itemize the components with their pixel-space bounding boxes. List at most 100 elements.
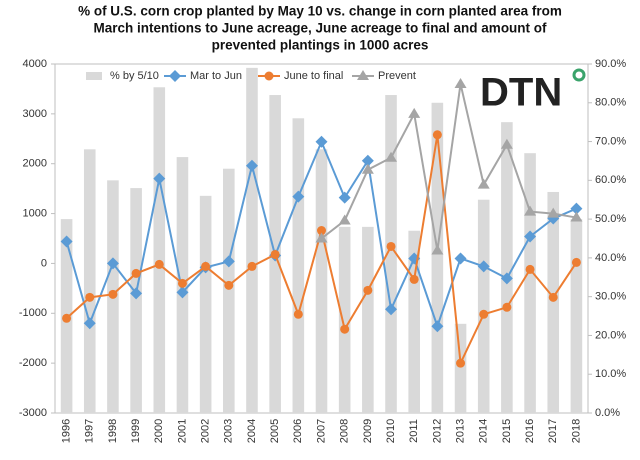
marker	[386, 241, 396, 251]
y2-tick-label: 90.0%	[595, 58, 626, 70]
marker	[340, 324, 350, 334]
bar	[153, 87, 166, 414]
y-tick-label: 4000	[23, 58, 47, 70]
marker	[361, 163, 374, 174]
marker	[131, 268, 141, 278]
y-tick-label: 0	[41, 257, 47, 269]
marker	[548, 292, 558, 302]
marker	[524, 230, 537, 243]
marker	[409, 274, 419, 284]
y-tick-label: 2000	[23, 158, 47, 170]
y-tick-label: -1000	[19, 307, 47, 319]
y-tick-label: -3000	[19, 407, 47, 419]
marker	[454, 77, 467, 88]
marker	[176, 286, 189, 299]
marker	[177, 278, 187, 288]
x-tick-label: 2015	[501, 419, 513, 443]
marker	[571, 257, 581, 267]
y2-tick-label: 40.0%	[595, 252, 626, 264]
x-tick-label: 2003	[223, 419, 235, 443]
legend-marker	[169, 70, 181, 82]
marker	[317, 226, 326, 236]
marker	[500, 138, 513, 149]
x-tick-label: 2005	[269, 419, 281, 443]
marker	[153, 172, 166, 185]
bar	[223, 168, 235, 413]
marker	[431, 244, 444, 255]
marker	[570, 202, 583, 215]
x-tick-label: 2004	[246, 419, 258, 443]
x-tick-label: 2018	[570, 419, 582, 443]
marker	[338, 191, 351, 204]
marker	[154, 259, 164, 269]
bar	[362, 226, 374, 413]
bar	[338, 226, 351, 413]
marker	[108, 289, 118, 299]
legend-label: Mar to Jun	[190, 70, 242, 82]
bar	[454, 323, 467, 413]
x-tick-label: 2016	[524, 419, 536, 443]
logo: DTN	[480, 71, 562, 115]
marker	[500, 272, 513, 285]
legend-marker	[264, 71, 274, 81]
x-tick-label: 2011	[408, 419, 420, 443]
marker	[502, 302, 512, 312]
y-tick-label: 3000	[23, 108, 47, 120]
x-tick-label: 2010	[385, 419, 397, 443]
bar	[385, 95, 397, 414]
marker	[525, 264, 535, 274]
x-tick-label: 2006	[292, 419, 304, 443]
x-tick-label: 2017	[547, 419, 559, 443]
chart-title: % of U.S. corn crop planted by May 10 vs…	[78, 4, 562, 19]
y-tick-label: 1000	[23, 207, 47, 219]
legend-label: % by 5/10	[110, 70, 159, 82]
bar	[524, 153, 536, 413]
bar	[315, 149, 328, 414]
marker	[85, 292, 95, 302]
chart-title: March intentions to June acreage, June a…	[93, 21, 547, 36]
y2-tick-label: 30.0%	[595, 291, 626, 303]
bar	[246, 67, 258, 413]
marker	[247, 261, 257, 271]
logo-ring	[572, 68, 586, 82]
y2-tick-label: 20.0%	[595, 329, 626, 341]
marker	[432, 130, 442, 140]
marker	[315, 232, 328, 243]
chart-title: prevented plantings in 1000 acres	[212, 38, 429, 53]
marker	[547, 207, 560, 218]
legend-label: Prevent	[378, 70, 416, 82]
marker	[201, 261, 211, 271]
marker	[222, 255, 235, 268]
marker	[224, 280, 234, 290]
x-tick-label: 1999	[130, 419, 142, 443]
marker	[385, 151, 398, 162]
marker	[292, 190, 305, 203]
marker	[106, 257, 119, 270]
marker	[293, 309, 303, 319]
bar	[292, 118, 305, 414]
marker	[60, 235, 73, 248]
y2-tick-label: 50.0%	[595, 213, 626, 225]
marker	[408, 107, 421, 118]
marker	[479, 309, 489, 319]
y2-tick-label: 70.0%	[595, 135, 626, 147]
bar	[431, 102, 444, 414]
bar	[477, 199, 490, 413]
marker	[477, 178, 490, 189]
marker	[83, 317, 96, 330]
marker	[385, 303, 398, 316]
marker	[361, 154, 374, 167]
legend-swatch	[86, 72, 102, 80]
marker	[456, 358, 466, 368]
x-tick-label: 2007	[315, 419, 327, 443]
bar	[408, 230, 420, 413]
marker	[477, 260, 490, 273]
marker	[363, 285, 373, 295]
marker	[130, 287, 143, 300]
y2-tick-label: 80.0%	[595, 97, 626, 109]
x-tick-label: 2002	[200, 419, 212, 443]
bar	[199, 195, 212, 413]
y-tick-label: -2000	[19, 357, 47, 369]
legend-label: June to final	[284, 70, 343, 82]
